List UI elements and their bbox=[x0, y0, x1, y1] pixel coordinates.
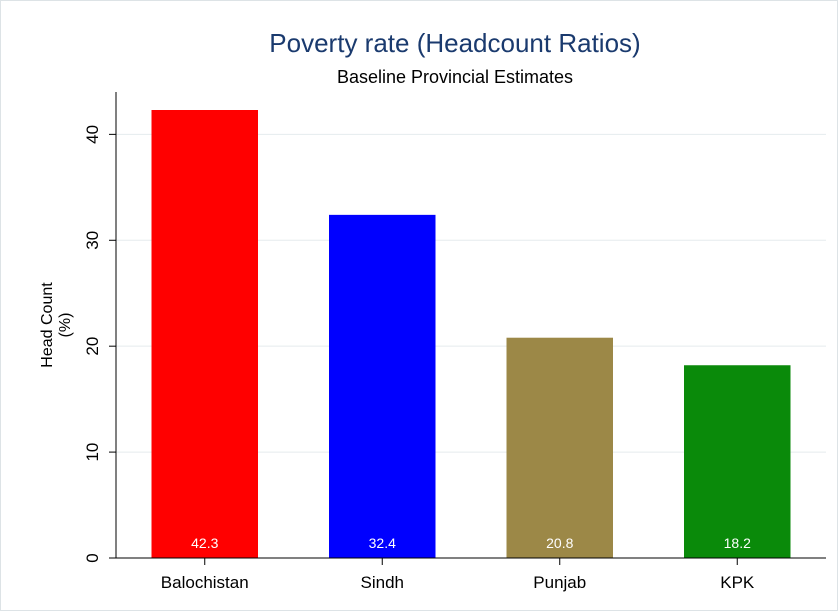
bars bbox=[151, 110, 791, 558]
data-label-balochistan: 42.3 bbox=[191, 535, 218, 551]
data-label-kpk: 18.2 bbox=[724, 535, 751, 551]
x-axis: Balochistan Sindh Punjab KPK bbox=[116, 557, 826, 592]
x-tick-label-punjab: Punjab bbox=[533, 573, 586, 592]
x-tick-label-kpk: KPK bbox=[720, 573, 755, 592]
chart-title: Poverty rate (Headcount Ratios) bbox=[269, 28, 640, 58]
y-tick-label-0: 0 bbox=[83, 553, 102, 562]
bar-balochistan bbox=[151, 110, 258, 558]
y-tick-label-40: 40 bbox=[83, 125, 102, 144]
data-label-punjab: 20.8 bbox=[546, 535, 573, 551]
bar-sindh bbox=[329, 214, 436, 558]
y-tick-label-20: 20 bbox=[83, 337, 102, 356]
data-label-sindh: 32.4 bbox=[369, 535, 396, 551]
y-axis-label: Head Count (%) bbox=[39, 282, 74, 368]
x-tick-label-sindh: Sindh bbox=[361, 573, 404, 592]
bar-kpk bbox=[684, 365, 791, 558]
x-tick-label-balochistan: Balochistan bbox=[161, 573, 249, 592]
bar-punjab bbox=[506, 337, 613, 558]
y-axis-label-line-2: (%) bbox=[57, 313, 74, 338]
y-tick-label-30: 30 bbox=[83, 231, 102, 250]
y-tick-label-10: 10 bbox=[83, 443, 102, 462]
data-labels: 42.3 32.4 20.8 18.2 bbox=[191, 535, 751, 551]
chart-subtitle: Baseline Provincial Estimates bbox=[337, 67, 573, 87]
y-axis-label-line-1: Head Count bbox=[39, 282, 56, 368]
y-axis: 0 10 20 30 40 bbox=[83, 92, 117, 563]
